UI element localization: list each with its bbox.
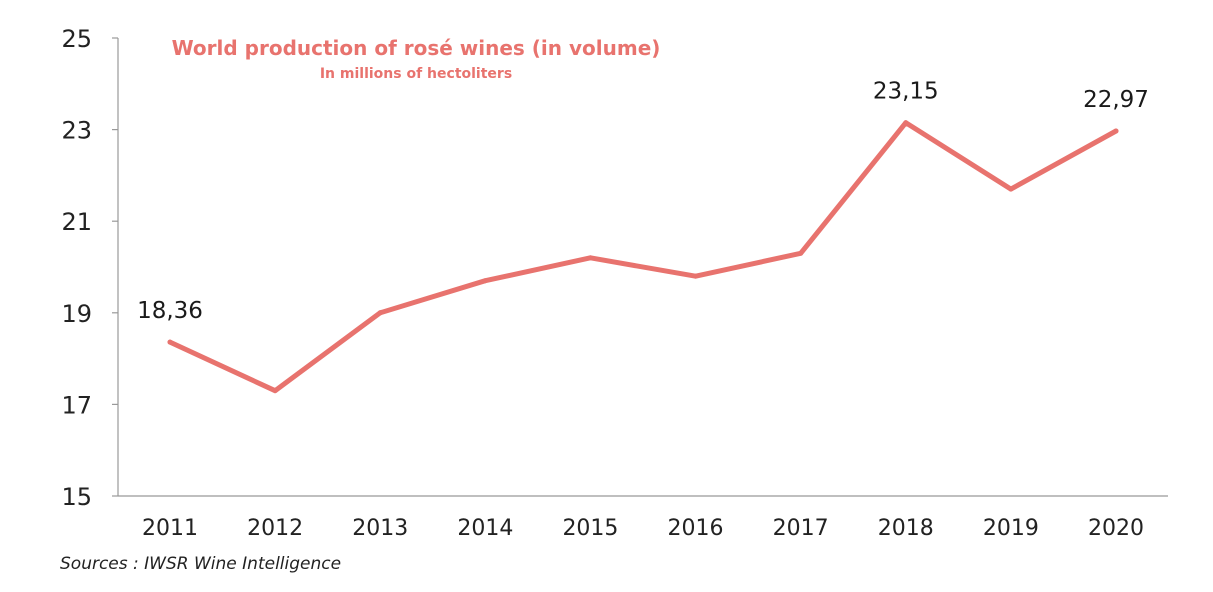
y-tick-label: 15 [61, 483, 92, 511]
x-tick-label: 2012 [247, 516, 303, 541]
data-label: 18,36 [137, 298, 203, 324]
data-labels: 18,36 23,15 22,97 [137, 79, 1149, 324]
y-tick-label: 21 [61, 208, 92, 236]
y-tick-label: 25 [61, 25, 92, 53]
data-point [272, 388, 278, 394]
x-tick-label: 2014 [457, 516, 513, 541]
data-label: 23,15 [873, 79, 939, 105]
data-point [167, 339, 173, 345]
data-point [903, 120, 909, 126]
data-point [798, 250, 804, 256]
y-tick-label: 19 [61, 300, 92, 328]
x-tick-label: 2016 [668, 516, 724, 541]
y-axis-ticks: 15 17 19 21 23 25 [61, 25, 118, 511]
data-label: 22,97 [1083, 87, 1149, 113]
chart-title: World production of rosé wines (in volum… [172, 36, 661, 60]
y-tick-label: 23 [61, 117, 92, 145]
series-line [167, 120, 1119, 394]
x-tick-label: 2011 [142, 516, 198, 541]
data-point [1113, 128, 1119, 134]
axes [117, 38, 1168, 497]
x-tick-label: 2019 [983, 516, 1039, 541]
x-tick-label: 2018 [878, 516, 934, 541]
data-point [482, 278, 488, 284]
data-point [587, 255, 593, 261]
x-tick-label: 2020 [1088, 516, 1144, 541]
data-point [693, 273, 699, 279]
x-tick-label: 2015 [562, 516, 618, 541]
chart-subtitle: In millions of hectoliters [320, 66, 512, 82]
x-tick-label: 2013 [352, 516, 408, 541]
series [167, 120, 1119, 394]
x-axis-ticks: 2011 2012 2013 2014 2015 2016 2017 2018 2019 2020 [142, 516, 1144, 541]
source-note: Sources : IWSR Wine Intelligence [60, 554, 342, 574]
data-point [1008, 186, 1014, 192]
y-tick-label: 17 [61, 391, 92, 419]
data-point [377, 310, 383, 316]
x-tick-label: 2017 [773, 516, 829, 541]
